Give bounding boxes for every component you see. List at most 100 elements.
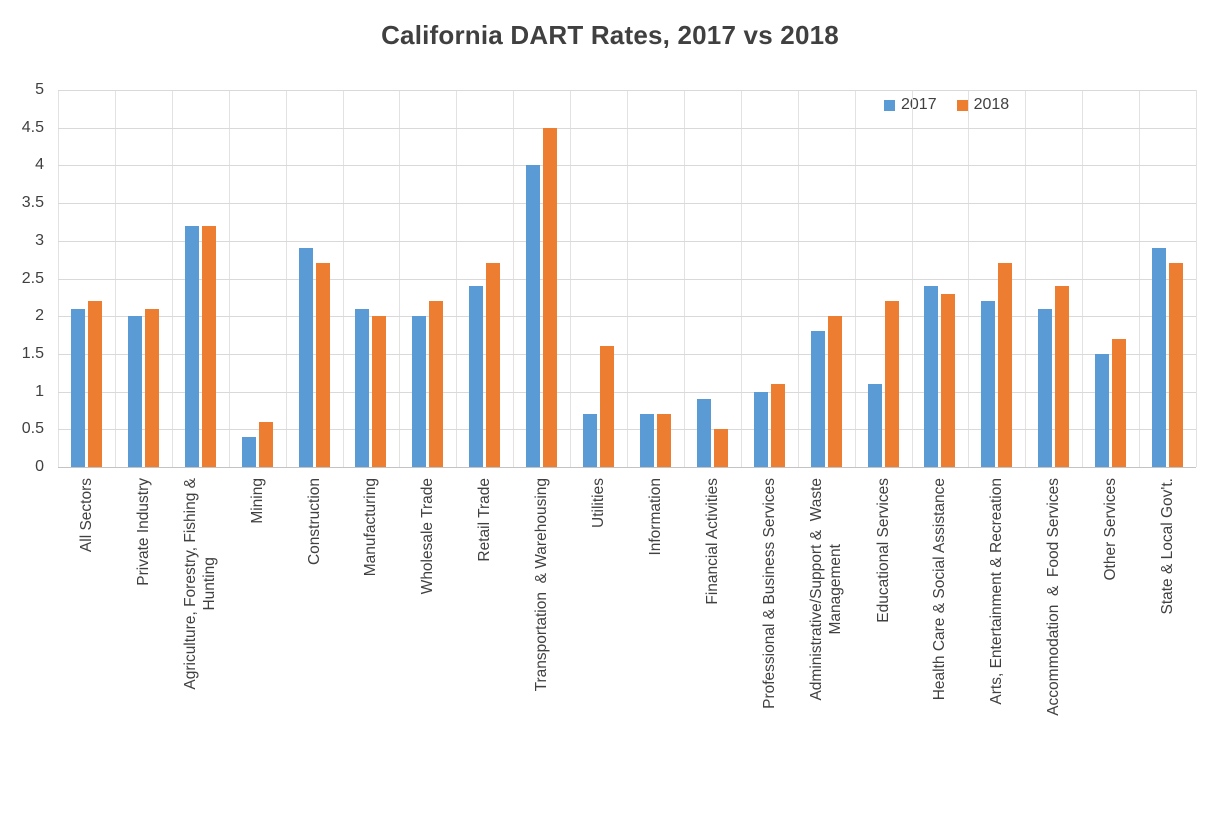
vertical-gridline (343, 90, 344, 467)
bar-2017 (868, 384, 882, 467)
vertical-gridline (968, 90, 969, 467)
bar-2017 (924, 286, 938, 467)
x-axis-label: Professional & Business Services (761, 478, 778, 709)
y-axis-tick-label: 2.5 (21, 270, 44, 287)
bar-2018 (885, 301, 899, 467)
vertical-gridline (570, 90, 571, 467)
horizontal-gridline (58, 241, 1196, 242)
vertical-gridline (1025, 90, 1026, 467)
horizontal-gridline (58, 165, 1196, 166)
bar-2018 (202, 226, 216, 467)
bar-2017 (299, 248, 313, 467)
horizontal-gridline (58, 429, 1196, 430)
horizontal-gridline (58, 354, 1196, 355)
horizontal-gridline (58, 90, 1196, 91)
bar-2018 (657, 414, 671, 467)
bar-2017 (526, 165, 540, 467)
chart-title: California DART Rates, 2017 vs 2018 (381, 20, 839, 50)
bar-2018 (259, 422, 273, 467)
bar-2018 (429, 301, 443, 467)
vertical-gridline (855, 90, 856, 467)
bar-2018 (1169, 263, 1183, 467)
y-axis-tick-label: 1.5 (21, 345, 44, 362)
vertical-gridline (172, 90, 173, 467)
x-axis-label: Other Services (1102, 478, 1119, 581)
x-axis-label: Arts, Entertainment & Recreation (988, 478, 1005, 705)
legend: 2017 2018 (884, 96, 1009, 114)
bar-2018 (372, 316, 386, 467)
vertical-gridline (684, 90, 685, 467)
x-axis-label: Agriculture, Forestry, Fishing & Hunting (182, 478, 218, 690)
vertical-gridline (741, 90, 742, 467)
bar-2017 (811, 331, 825, 467)
bar-2017 (128, 316, 142, 467)
x-axis-label: Mining (249, 478, 266, 524)
bar-2018 (998, 263, 1012, 467)
x-axis-label: Transportation & Warehousing (533, 478, 550, 692)
bar-2017 (981, 301, 995, 467)
bar-2017 (469, 286, 483, 467)
bar-2017 (412, 316, 426, 467)
horizontal-gridline (58, 316, 1196, 317)
x-axis-label: Construction (306, 478, 323, 566)
bar-2017 (697, 399, 711, 467)
vertical-gridline (286, 90, 287, 467)
bar-2017 (640, 414, 654, 467)
horizontal-gridline (58, 467, 1196, 468)
bar-2018 (486, 263, 500, 467)
vertical-gridline (229, 90, 230, 467)
x-axis-label: Financial Activities (704, 478, 721, 605)
vertical-gridline (513, 90, 514, 467)
bar-2018 (1055, 286, 1069, 467)
legend-swatch-2018-icon (956, 99, 968, 111)
vertical-gridline (627, 90, 628, 467)
vertical-gridline (912, 90, 913, 467)
legend-item-2017: 2017 (884, 96, 937, 114)
x-axis-label: Accommodation & Food Services (1045, 478, 1062, 716)
vertical-gridline (798, 90, 799, 467)
bar-2017 (1152, 248, 1166, 467)
x-axis-label: Educational Services (875, 478, 892, 623)
bar-2017 (242, 437, 256, 467)
bar-2018 (316, 263, 330, 467)
plot-area (58, 90, 1197, 468)
vertical-gridline (399, 90, 400, 467)
vertical-gridline (1082, 90, 1083, 467)
bar-2017 (1038, 309, 1052, 467)
x-axis-label: Information (647, 478, 664, 556)
y-axis-tick-label: 0 (35, 458, 44, 475)
y-axis-tick-label: 4.5 (21, 119, 44, 136)
horizontal-gridline (58, 203, 1196, 204)
horizontal-gridline (58, 392, 1196, 393)
bar-2017 (71, 309, 85, 467)
vertical-gridline (1139, 90, 1140, 467)
horizontal-gridline (58, 128, 1196, 129)
x-axis-label: Retail Trade (476, 478, 493, 562)
x-axis-label: Health Care & Social Assistance (931, 478, 948, 701)
vertical-gridline (115, 90, 116, 467)
legend-swatch-2017-icon (884, 99, 895, 111)
y-axis-tick-label: 1 (35, 383, 44, 400)
bar-2017 (185, 226, 199, 467)
x-axis-label: All Sectors (78, 478, 95, 553)
horizontal-gridline (58, 279, 1196, 280)
x-axis-label: Utilities (590, 478, 607, 528)
bar-2017 (1095, 354, 1109, 467)
x-axis-label: State & Local Gov't. (1159, 478, 1176, 615)
x-axis-label: Wholesale Trade (419, 478, 436, 595)
vertical-gridline (58, 90, 59, 467)
legend-label-2018: 2018 (973, 96, 1010, 113)
legend-label-2017: 2017 (901, 96, 937, 113)
bar-2017 (754, 392, 768, 467)
y-axis-tick-label: 3 (35, 232, 44, 249)
y-axis-tick-label: 2 (35, 307, 44, 324)
bar-2018 (828, 316, 842, 467)
bar-2018 (88, 301, 102, 467)
bar-2018 (543, 128, 557, 467)
y-axis-tick-label: 3.5 (21, 194, 44, 211)
bar-2018 (771, 384, 785, 467)
bar-2018 (714, 429, 728, 467)
bar-2018 (600, 346, 614, 467)
bar-2017 (583, 414, 597, 467)
